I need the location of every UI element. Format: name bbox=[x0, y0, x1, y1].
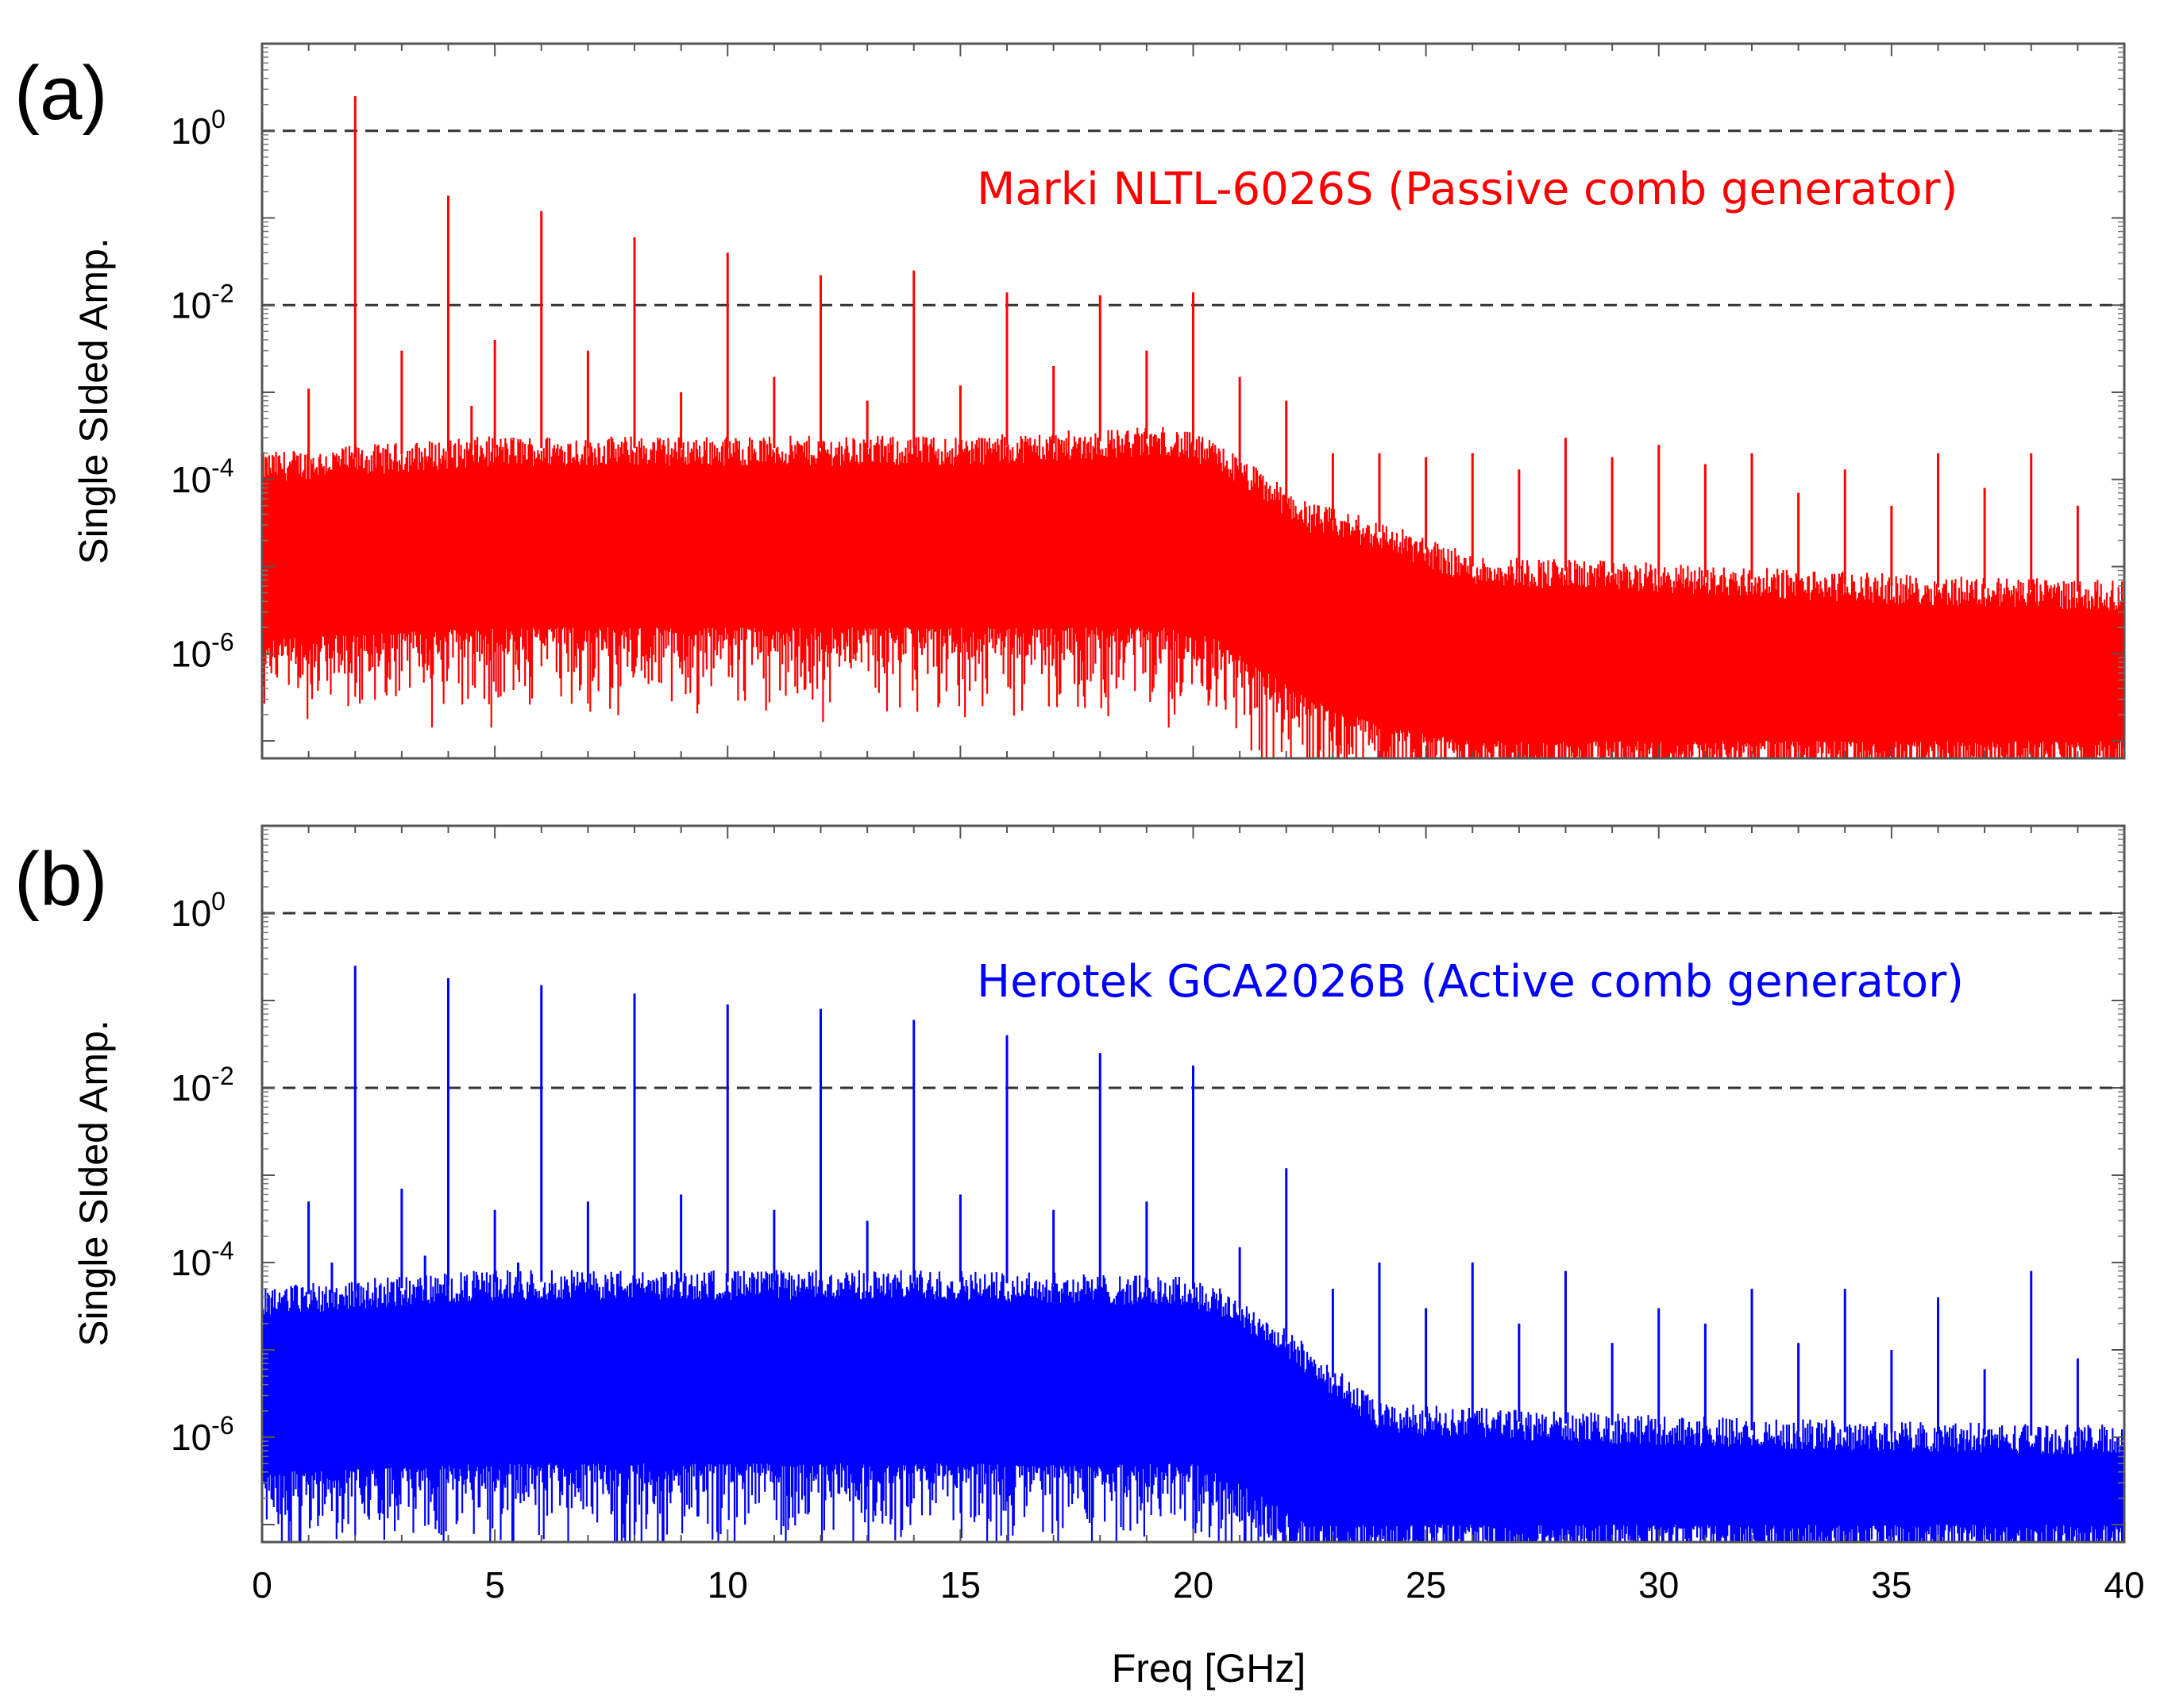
panel-b-label: (b) bbox=[14, 837, 107, 922]
xtick-label-3: 15 bbox=[940, 1564, 981, 1606]
panel-a-label: (a) bbox=[14, 51, 107, 136]
xtick-label-6: 30 bbox=[1638, 1564, 1679, 1606]
xtick-label-8: 40 bbox=[2104, 1564, 2144, 1606]
ytick-label-b-0: 100 bbox=[171, 887, 226, 934]
panel-a-ticks: 100 10-2 10-4 10-6 bbox=[171, 43, 2125, 758]
panel-b-ylabel: Single SIded Amp. bbox=[71, 1020, 116, 1346]
noise-core-a bbox=[262, 461, 2124, 687]
xtick-label-4: 20 bbox=[1173, 1564, 1213, 1606]
ytick-label-a-3: 10-6 bbox=[171, 627, 234, 674]
x-axis-label: Freq [GHz] bbox=[1112, 1646, 1306, 1691]
ytick-label-b-3: 10-6 bbox=[171, 1411, 234, 1458]
ytick-label-b-2: 10-4 bbox=[171, 1236, 234, 1283]
ytick-label-b-1: 10-2 bbox=[171, 1062, 234, 1108]
ytick-label-a-2: 10-4 bbox=[171, 453, 234, 500]
panel-a-annotation: Marki NLTL-6026S (Passive comb generator… bbox=[977, 164, 1958, 215]
xtick-label-2: 10 bbox=[708, 1564, 748, 1606]
panel-b-series bbox=[260, 966, 2126, 1542]
panel-a: 100 10-2 10-4 10-6 (a) Single SIded Amp. Ma… bbox=[14, 42, 2126, 760]
xtick-label-0: 0 bbox=[252, 1564, 272, 1606]
panel-b-ticks: 100 10-2 10-4 10-6 0 5 10 15 20 25 30 35 40 bbox=[171, 825, 2145, 1606]
noise-core-b bbox=[262, 1305, 2124, 1501]
ytick-label-a-0: 100 bbox=[171, 105, 226, 152]
xtick-label-1: 5 bbox=[484, 1564, 505, 1606]
ytick-label-a-1: 10-2 bbox=[171, 279, 234, 326]
panel-a-ylabel: Single SIded Amp. bbox=[71, 237, 116, 564]
xtick-label-5: 25 bbox=[1406, 1564, 1446, 1606]
xtick-label-7: 35 bbox=[1871, 1564, 1911, 1606]
panel-b-annotation: Herotek GCA2026B (Active comb generator) bbox=[977, 956, 1964, 1008]
panel-b: 100 10-2 10-4 10-6 0 5 10 15 20 25 30 35 40 (b) Sing… bbox=[14, 824, 2145, 1691]
